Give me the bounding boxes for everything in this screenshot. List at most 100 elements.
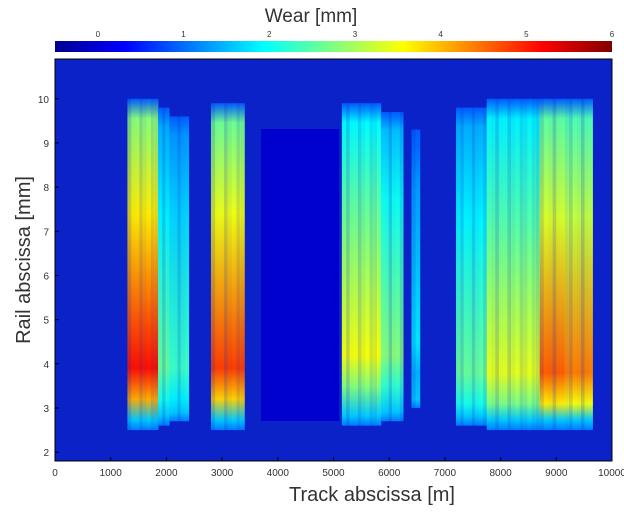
x-tick-label: 3000 <box>211 468 234 479</box>
x-tick-label: 2000 <box>155 468 178 479</box>
low-wear-zone <box>261 129 340 421</box>
wear-band-10-strip <box>543 98 549 431</box>
wear-band-5-strip <box>357 103 362 426</box>
wear-band-11-strip <box>572 98 577 431</box>
wear-band-8-strip <box>479 107 484 426</box>
y-tick-label: 10 <box>38 95 50 106</box>
y-tick-labels: 2 3 4 5 6 7 8 9 10 <box>38 95 59 459</box>
wear-band-5-strip <box>369 103 374 426</box>
wear-band-1-strip <box>138 98 144 431</box>
x-tick-label: 6000 <box>378 468 401 479</box>
wear-band-9-strip <box>531 98 536 431</box>
wear-band-4-strip <box>223 103 229 431</box>
wear-band-9-strip <box>523 98 528 431</box>
wear-band-9-strip <box>519 98 524 431</box>
wear-band-10-strip <box>560 98 566 431</box>
x-tick-label: 4000 <box>267 468 290 479</box>
wear-band-11-strip <box>564 98 570 431</box>
colorbar-tick-labels: 0 1 2 3 4 5 6 <box>96 30 615 39</box>
wear-band-9-strip <box>515 98 520 431</box>
wear-band-4-strip <box>236 103 241 431</box>
colorbar-tick-label: 0 <box>96 30 101 39</box>
wear-band-11-strip <box>580 98 585 431</box>
wear-band-1-strip <box>146 98 151 431</box>
wear-band-8-strip <box>459 107 465 426</box>
wear-band-5-strip <box>345 103 351 426</box>
wear-band-11-strip <box>584 98 589 431</box>
wear-band-1-strip <box>142 98 147 431</box>
wear-band-2-strip <box>158 107 163 426</box>
colorbar-tick-label: 3 <box>353 30 358 39</box>
wear-band-10-strip <box>556 98 561 431</box>
colorbar-tick-label: 4 <box>438 30 443 39</box>
colorbar-tick-label: 6 <box>610 30 615 39</box>
wear-band-5-strip <box>349 103 354 426</box>
wear-band-10-strip <box>539 98 545 431</box>
wear-band-5-strip <box>365 103 370 426</box>
colorbar <box>55 41 612 52</box>
wear-band-9-strip <box>527 98 532 431</box>
wear-band-3-strip <box>180 116 186 422</box>
wear-band-8-strip <box>456 107 461 426</box>
wear-band-3-strip <box>169 116 174 422</box>
wear-band-9-strip <box>511 98 516 431</box>
wear-band-1-strip <box>154 98 159 431</box>
wear-band-7-strip <box>411 129 417 408</box>
y-tick-label: 3 <box>43 404 49 415</box>
wear-band-9-strip <box>490 98 496 431</box>
wear-band-5-strip <box>353 103 358 426</box>
wear-band-4-strip <box>215 103 220 431</box>
wear-band-4-strip <box>219 103 224 431</box>
wear-band-11-strip <box>568 98 574 431</box>
colorbar-label: Wear [mm] <box>265 6 358 27</box>
wear-band-5-strip <box>341 103 347 426</box>
wear-band-6-strip <box>391 112 397 422</box>
wear-band-4-strip <box>240 103 245 431</box>
wear-band-4-strip <box>231 103 237 431</box>
y-tick-label: 7 <box>43 227 49 238</box>
heatmap-cells <box>127 98 593 431</box>
x-tick-label: 8000 <box>489 468 512 479</box>
wear-band-8-strip <box>475 107 480 426</box>
wear-band-2-strip <box>165 107 170 426</box>
wear-band-1-strip <box>131 98 136 431</box>
heatmap-plot-area <box>54 58 613 462</box>
wear-band-11-strip <box>576 98 581 431</box>
wear-band-7-strip <box>415 129 421 408</box>
y-tick-label: 4 <box>43 360 49 371</box>
wear-band-1-strip <box>150 98 155 431</box>
wear-band-10-strip <box>552 98 557 431</box>
wear-band-5-strip <box>361 103 366 426</box>
y-axis-label: Rail abscissa [mm] <box>13 176 35 344</box>
x-tick-label: 0 <box>52 468 58 479</box>
wear-band-1-strip <box>135 98 140 431</box>
wear-band-5-strip <box>376 103 382 426</box>
y-tick-label: 6 <box>43 271 49 282</box>
x-tick-labels: 0 1000 2000 3000 4000 5000 6000 7000 8000 9000 100… <box>52 457 624 479</box>
wear-band-9-strip <box>502 98 508 431</box>
wear-band-11-strip <box>588 98 593 431</box>
wear-band-8-strip <box>471 107 476 426</box>
wear-band-5-strip <box>373 103 378 426</box>
wear-band-4-strip <box>210 103 216 431</box>
wear-band-9-strip <box>498 98 504 431</box>
wear-band-1-strip <box>127 98 132 431</box>
x-tick-label: 10000 <box>598 468 624 479</box>
wear-band-6-strip <box>384 112 389 422</box>
wear-band-6-strip <box>395 112 400 422</box>
wear-band-10-strip <box>547 98 553 431</box>
wear-band-6-strip <box>380 112 385 422</box>
wear-band-6-strip <box>388 112 393 422</box>
wear-band-8-strip <box>463 107 468 426</box>
x-tick-label: 5000 <box>322 468 345 479</box>
wear-band-3-strip <box>176 116 182 422</box>
y-tick-label: 8 <box>43 183 49 194</box>
y-tick-label: 9 <box>43 139 49 150</box>
colorbar-tick-label: 5 <box>524 30 529 39</box>
wear-band-3-strip <box>184 116 190 422</box>
x-axis-label: Track abscissa [m] <box>289 484 455 506</box>
wear-band-9-strip <box>494 98 500 431</box>
y-tick-label: 5 <box>43 316 49 327</box>
wear-band-8-strip <box>482 107 488 426</box>
